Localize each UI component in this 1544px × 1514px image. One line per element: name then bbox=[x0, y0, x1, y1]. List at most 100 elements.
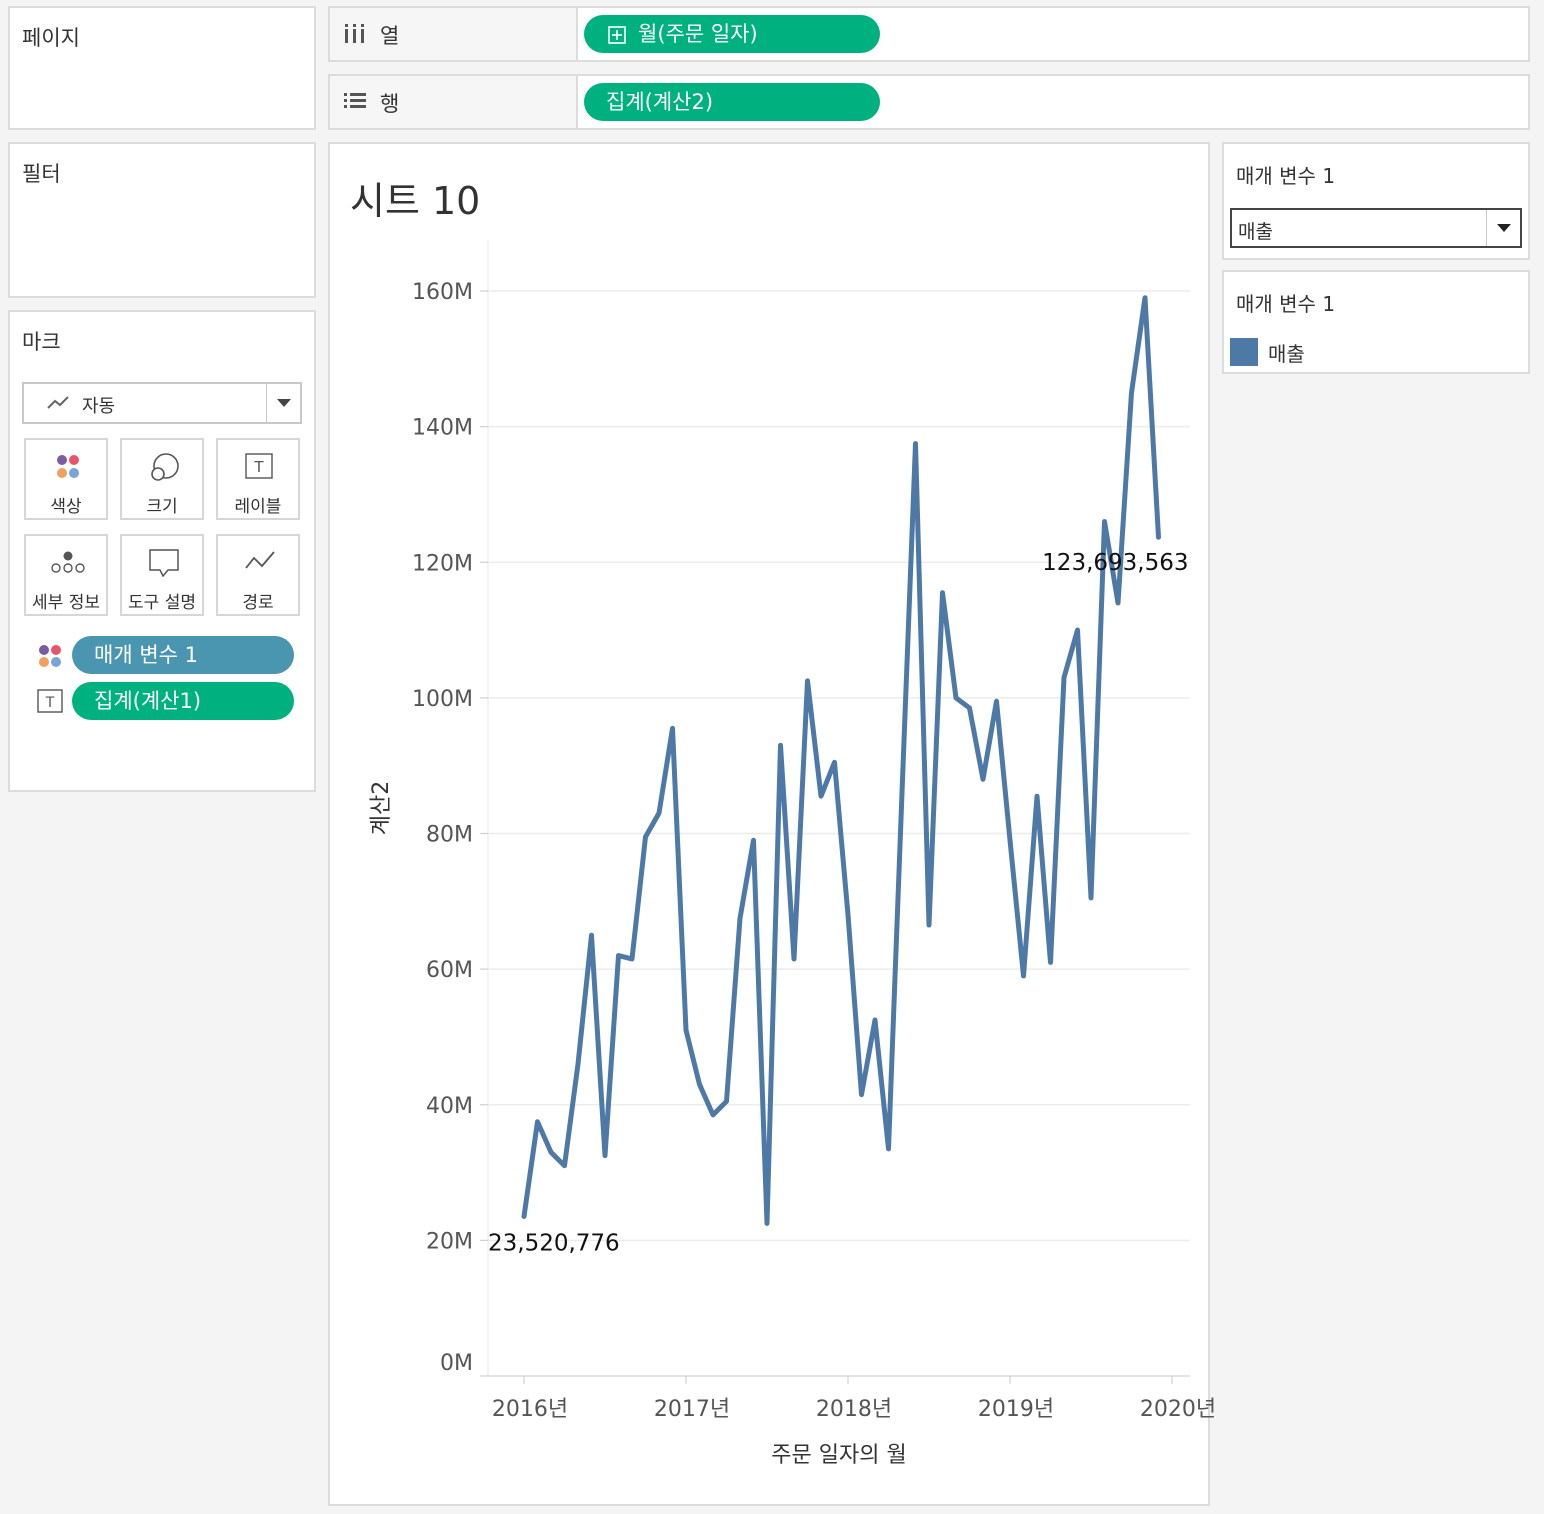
data-point[interactable] bbox=[791, 956, 797, 962]
rows-shelf[interactable]: 행 집계(계산2) bbox=[328, 74, 1530, 130]
data-point[interactable] bbox=[967, 705, 973, 711]
svg-text:T: T bbox=[45, 695, 55, 711]
data-point[interactable] bbox=[1007, 837, 1013, 843]
data-point[interactable] bbox=[1075, 627, 1081, 633]
legend-item[interactable]: 매출 bbox=[1224, 330, 1528, 372]
columns-label-area: 열 bbox=[330, 8, 578, 60]
data-label-last: 123,693,563 bbox=[1042, 550, 1188, 576]
data-point[interactable] bbox=[575, 1061, 581, 1067]
size-card[interactable]: 크기 bbox=[120, 438, 204, 520]
label-card[interactable]: T 레이블 bbox=[216, 438, 300, 520]
tooltip-card-label: 도구 설명 bbox=[128, 593, 196, 613]
data-point[interactable] bbox=[818, 793, 824, 799]
data-point[interactable] bbox=[737, 915, 743, 921]
data-point[interactable] bbox=[994, 698, 1000, 704]
data-point[interactable] bbox=[548, 1149, 554, 1155]
legend-title: 매개 변수 1 bbox=[1236, 292, 1336, 316]
color-legend-panel: 매개 변수 1 매출 bbox=[1222, 270, 1530, 374]
data-point[interactable] bbox=[724, 1098, 730, 1104]
label-pill-calc1[interactable]: 집계(계산1) bbox=[72, 682, 294, 720]
data-point[interactable] bbox=[913, 441, 919, 447]
data-point[interactable] bbox=[778, 742, 784, 748]
data-point[interactable] bbox=[643, 834, 649, 840]
data-point[interactable] bbox=[1102, 519, 1108, 525]
parameter-dropdown[interactable]: 매출 bbox=[1230, 208, 1522, 248]
detail-card[interactable]: 세부 정보 bbox=[24, 534, 108, 616]
data-point[interactable] bbox=[805, 678, 811, 684]
x-tick-label: 2017년 bbox=[654, 1397, 730, 1422]
parameter-panel: 매개 변수 1 매출 bbox=[1222, 142, 1530, 260]
marks-title: 마크 bbox=[22, 330, 61, 354]
dropdown-divider bbox=[1486, 210, 1487, 246]
legend-swatch bbox=[1230, 338, 1258, 366]
expand-icon[interactable] bbox=[608, 26, 626, 44]
path-card-label: 경로 bbox=[242, 593, 274, 613]
data-point[interactable] bbox=[1061, 675, 1067, 681]
series-line-매출[interactable] bbox=[521, 295, 1161, 1226]
color-card-label: 색상 bbox=[50, 497, 82, 517]
y-tick-label: 20M bbox=[426, 1229, 473, 1254]
chevron-down-icon[interactable] bbox=[1496, 223, 1512, 233]
data-point[interactable] bbox=[562, 1163, 568, 1169]
data-point[interactable] bbox=[1129, 390, 1135, 396]
color-dots-icon bbox=[39, 645, 61, 667]
mark-type-value: 자동 bbox=[82, 396, 116, 417]
columns-pill[interactable]: 월(주문 일자) bbox=[584, 15, 880, 53]
color-card[interactable]: 색상 bbox=[24, 438, 108, 520]
data-point[interactable] bbox=[1142, 295, 1148, 301]
parameter-title: 매개 변수 1 bbox=[1236, 164, 1336, 188]
data-point[interactable] bbox=[616, 953, 622, 959]
detail-icon bbox=[51, 551, 85, 573]
columns-icon bbox=[345, 24, 364, 43]
data-point[interactable] bbox=[832, 759, 838, 765]
data-point[interactable] bbox=[1048, 959, 1054, 965]
data-point[interactable] bbox=[940, 590, 946, 596]
columns-shelf[interactable]: 열 월(주문 일자) bbox=[328, 6, 1530, 62]
rows-pill[interactable]: 집계(계산2) bbox=[584, 83, 880, 121]
y-tick-label: 80M bbox=[426, 823, 473, 848]
data-point[interactable] bbox=[710, 1112, 716, 1118]
path-icon bbox=[245, 551, 275, 569]
y-tick-label: 60M bbox=[426, 958, 473, 983]
filters-title: 필터 bbox=[22, 162, 61, 186]
color-pill-parameter[interactable]: 매개 변수 1 bbox=[72, 636, 294, 674]
data-point[interactable] bbox=[670, 725, 676, 731]
data-point[interactable] bbox=[1156, 534, 1162, 540]
y-tick-label: 0M bbox=[440, 1351, 473, 1376]
mark-type-dropdown[interactable]: 자동 bbox=[22, 382, 302, 424]
data-point[interactable] bbox=[589, 932, 595, 938]
data-point[interactable] bbox=[1021, 973, 1027, 979]
y-tick-label: 140M bbox=[412, 416, 473, 441]
data-point[interactable] bbox=[521, 1213, 527, 1219]
data-point[interactable] bbox=[872, 1017, 878, 1023]
columns-label: 열 bbox=[380, 24, 400, 48]
data-point[interactable] bbox=[535, 1119, 541, 1125]
data-point[interactable] bbox=[1034, 793, 1040, 799]
parameter-value: 매출 bbox=[1238, 221, 1273, 243]
data-point[interactable] bbox=[602, 1153, 608, 1159]
data-point[interactable] bbox=[764, 1220, 770, 1226]
sheet-panel: 시트 10 bbox=[328, 142, 1210, 1506]
path-card[interactable]: 경로 bbox=[216, 534, 300, 616]
data-point[interactable] bbox=[926, 922, 932, 928]
data-point[interactable] bbox=[886, 1146, 892, 1152]
y-tick-label: 100M bbox=[412, 687, 473, 712]
data-point[interactable] bbox=[1088, 895, 1094, 901]
y-tick-label: 160M bbox=[412, 280, 473, 305]
data-point[interactable] bbox=[953, 695, 959, 701]
chevron-down-icon[interactable] bbox=[276, 398, 292, 408]
data-point[interactable] bbox=[751, 837, 757, 843]
sheet-title: 시트 10 bbox=[350, 179, 481, 223]
data-point[interactable] bbox=[629, 956, 635, 962]
y-axis-title: 계산2 bbox=[369, 781, 394, 835]
data-point[interactable] bbox=[697, 1081, 703, 1087]
data-point[interactable] bbox=[1115, 600, 1121, 606]
tooltip-card[interactable]: 도구 설명 bbox=[120, 534, 204, 616]
data-point[interactable] bbox=[899, 790, 905, 796]
data-point[interactable] bbox=[980, 776, 986, 782]
data-point[interactable] bbox=[859, 1092, 865, 1098]
data-point[interactable] bbox=[683, 1027, 689, 1033]
data-point[interactable] bbox=[656, 810, 662, 816]
data-point[interactable] bbox=[845, 912, 851, 918]
